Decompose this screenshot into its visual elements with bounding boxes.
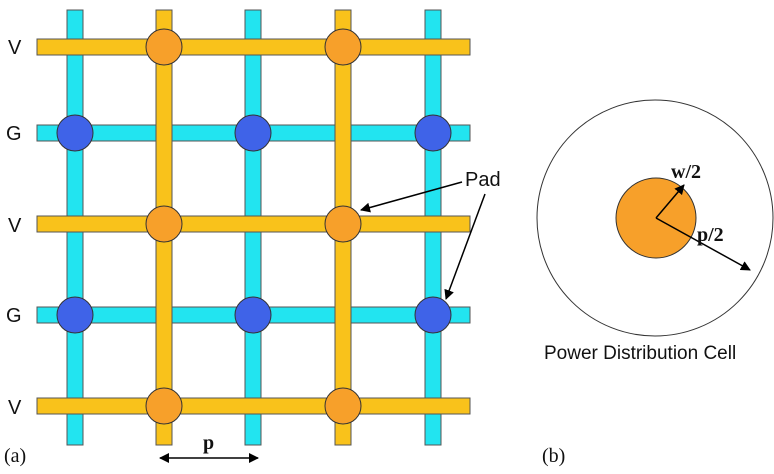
power-rails-horizontal [36,38,471,415]
pad-arrow-ground [444,193,486,300]
row-label: G [6,123,22,145]
power-rail-row-1 [36,38,471,56]
panel-a-grid: V G V G V Pad p (a) [4,9,501,467]
pad-label: Pad [465,169,501,191]
pad-arrow-power [360,181,463,213]
power-rail-row-3 [36,215,471,233]
ground-pad [56,114,94,152]
panel-b-cell: w/2 p/2 Power Distribution Cell (b) [536,99,774,467]
ground-pad [414,114,452,152]
power-pads [145,28,362,425]
radius-p-label: p/2 [697,224,724,246]
radius-w-label: w/2 [671,161,701,183]
power-pad [324,387,362,425]
row-label: G [6,305,22,327]
ground-pad [234,114,272,152]
power-pad [145,28,183,66]
ground-pad [414,296,452,334]
pitch-label: p [203,432,214,454]
ground-pads [56,114,452,334]
power-pad [145,387,183,425]
panel-a-label: (a) [4,445,26,467]
ground-pad [234,296,272,334]
row-label: V [8,37,22,59]
cell-boundary-circle [536,99,774,337]
ground-pad [56,296,94,334]
power-pad [324,28,362,66]
cell-caption: Power Distribution Cell [544,343,736,364]
row-label: V [8,397,22,419]
power-pad [145,205,183,243]
row-label: V [8,215,22,237]
radius-w-arrow [655,184,685,219]
radius-p-arrow [655,217,751,271]
power-rail-row-5 [36,397,471,415]
power-pad [324,205,362,243]
panel-b-label: (b) [542,445,565,467]
